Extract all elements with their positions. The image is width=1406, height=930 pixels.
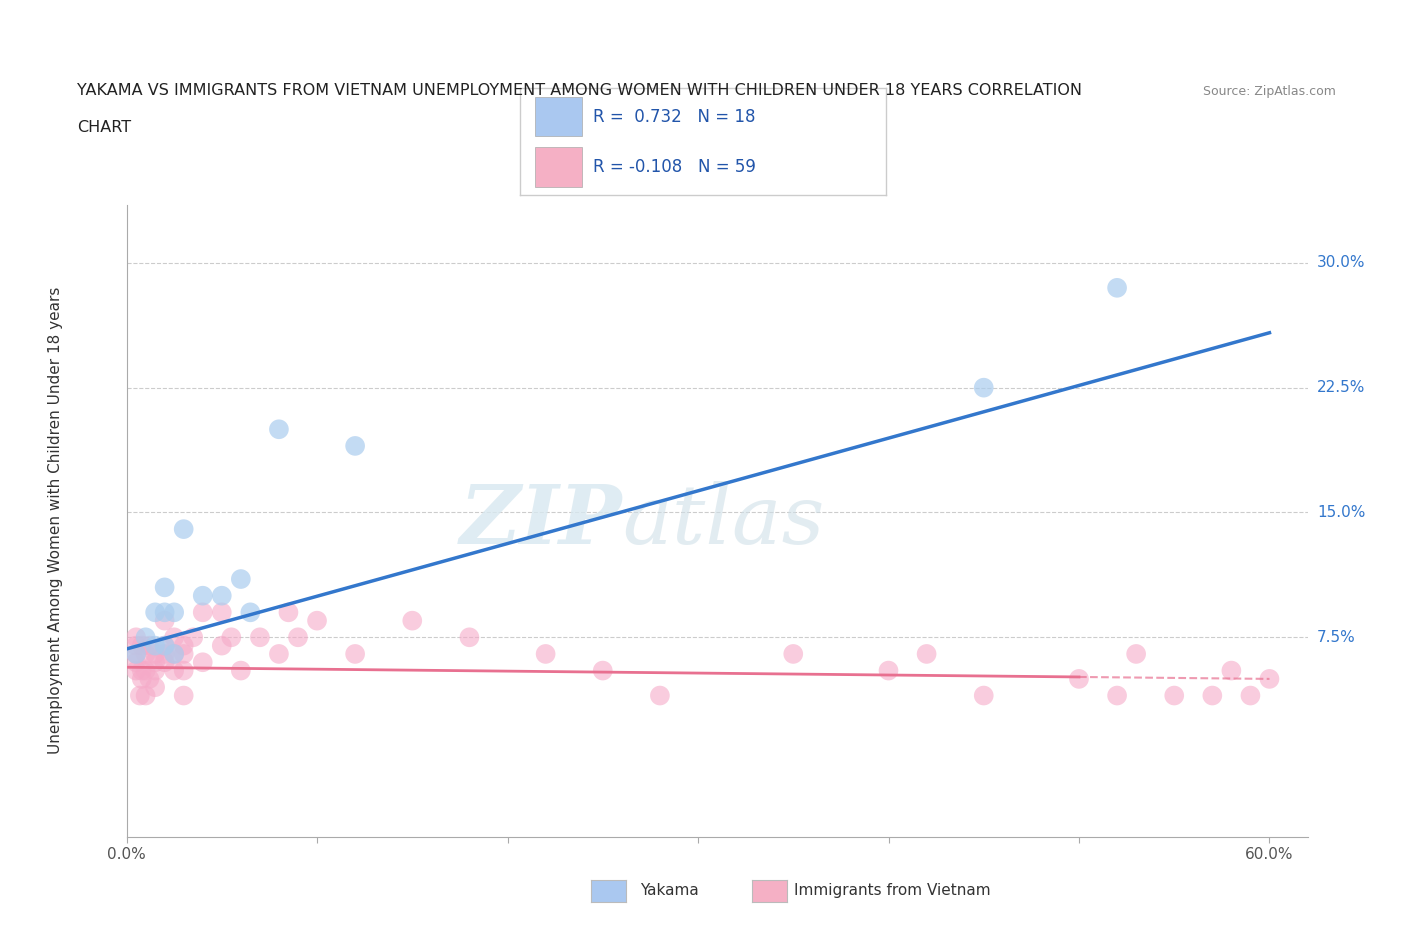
- Text: R =  0.732   N = 18: R = 0.732 N = 18: [593, 108, 756, 126]
- Point: [128, 688, 150, 703]
- Point: [131, 663, 153, 678]
- Point: [249, 630, 271, 644]
- Point: [135, 646, 157, 661]
- Point: [267, 422, 290, 437]
- Text: 15.0%: 15.0%: [1317, 505, 1365, 520]
- Point: [1163, 688, 1185, 703]
- Point: [211, 638, 233, 653]
- Text: R = -0.108   N = 59: R = -0.108 N = 59: [593, 158, 756, 176]
- Point: [135, 663, 157, 678]
- Point: [135, 630, 157, 644]
- Point: [344, 646, 367, 661]
- Point: [138, 671, 160, 686]
- Point: [163, 604, 186, 619]
- Text: Immigrants from Vietnam: Immigrants from Vietnam: [794, 884, 991, 898]
- Point: [143, 604, 166, 619]
- Point: [1220, 663, 1243, 678]
- Text: Source: ZipAtlas.com: Source: ZipAtlas.com: [1202, 85, 1336, 98]
- Point: [131, 671, 153, 686]
- Point: [1258, 671, 1281, 686]
- Point: [191, 655, 214, 670]
- Point: [125, 638, 148, 653]
- Point: [163, 646, 186, 661]
- Point: [1125, 646, 1147, 661]
- Text: CHART: CHART: [77, 120, 131, 135]
- Point: [287, 630, 309, 644]
- Point: [211, 589, 233, 604]
- Point: [143, 638, 166, 653]
- Point: [143, 655, 166, 670]
- Point: [1107, 688, 1129, 703]
- Point: [125, 663, 148, 678]
- Point: [153, 604, 176, 619]
- Point: [877, 663, 900, 678]
- Text: 7.5%: 7.5%: [1317, 630, 1355, 644]
- Point: [153, 646, 176, 661]
- Text: Yakama: Yakama: [640, 884, 699, 898]
- Point: [153, 655, 176, 670]
- Point: [1201, 688, 1223, 703]
- Point: [153, 638, 176, 653]
- Point: [239, 604, 262, 619]
- Point: [267, 646, 290, 661]
- Point: [173, 688, 195, 703]
- Bar: [534, 147, 582, 187]
- Text: Unemployment Among Women with Children Under 18 years: Unemployment Among Women with Children U…: [48, 287, 63, 754]
- Point: [229, 663, 252, 678]
- Point: [305, 613, 328, 628]
- Text: YAKAMA VS IMMIGRANTS FROM VIETNAM UNEMPLOYMENT AMONG WOMEN WITH CHILDREN UNDER 1: YAKAMA VS IMMIGRANTS FROM VIETNAM UNEMPL…: [77, 83, 1083, 98]
- Point: [211, 604, 233, 619]
- Point: [277, 604, 299, 619]
- Point: [143, 680, 166, 695]
- Text: atlas: atlas: [623, 481, 825, 561]
- Point: [131, 638, 153, 653]
- Bar: [534, 97, 582, 137]
- Text: 30.0%: 30.0%: [1317, 256, 1365, 271]
- Point: [163, 663, 186, 678]
- Point: [1107, 280, 1129, 295]
- Point: [973, 688, 995, 703]
- Text: 22.5%: 22.5%: [1317, 380, 1365, 395]
- Point: [915, 646, 938, 661]
- Point: [1239, 688, 1261, 703]
- Point: [153, 613, 176, 628]
- Point: [143, 646, 166, 661]
- Point: [191, 604, 214, 619]
- Point: [125, 646, 148, 661]
- Point: [163, 646, 186, 661]
- Text: ZIP: ZIP: [460, 481, 623, 561]
- Point: [173, 638, 195, 653]
- Point: [401, 613, 423, 628]
- Point: [143, 663, 166, 678]
- Point: [135, 688, 157, 703]
- Point: [782, 646, 804, 661]
- Point: [592, 663, 614, 678]
- Point: [973, 380, 995, 395]
- Point: [458, 630, 481, 644]
- Point: [125, 646, 148, 661]
- Point: [173, 646, 195, 661]
- Point: [173, 663, 195, 678]
- Point: [125, 655, 148, 670]
- Point: [153, 638, 176, 653]
- Point: [125, 630, 148, 644]
- Point: [229, 572, 252, 587]
- Point: [648, 688, 671, 703]
- Point: [191, 589, 214, 604]
- Point: [181, 630, 204, 644]
- Point: [153, 580, 176, 595]
- Point: [344, 438, 367, 453]
- Point: [173, 522, 195, 537]
- Point: [138, 638, 160, 653]
- Point: [534, 646, 557, 661]
- Point: [1067, 671, 1090, 686]
- Point: [163, 630, 186, 644]
- Point: [221, 630, 243, 644]
